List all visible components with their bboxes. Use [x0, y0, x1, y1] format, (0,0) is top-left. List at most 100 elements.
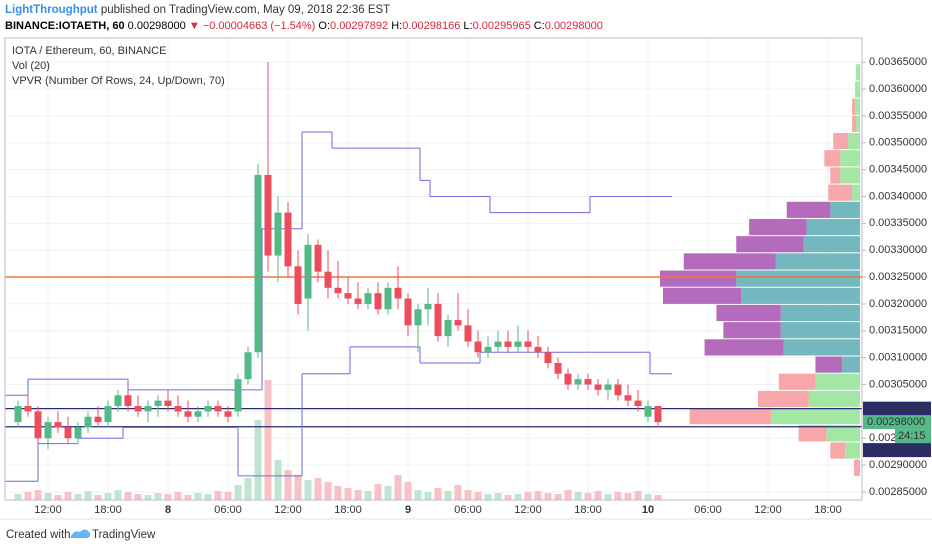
vpvr-down [852, 115, 857, 133]
candle-body [444, 320, 452, 337]
volume-bar [154, 493, 162, 500]
x-tick-label: 10 [642, 504, 654, 516]
candle-body [44, 422, 52, 439]
candle-body [34, 411, 42, 439]
vpvr-down [660, 270, 737, 287]
volume-bar [594, 491, 602, 500]
author[interactable]: LightThroughput [5, 4, 98, 16]
x-tick-label: 06:00 [214, 504, 242, 516]
candle-body [224, 411, 232, 417]
countdown-bg [895, 429, 931, 444]
volume-bar [214, 491, 222, 500]
legend-item: IOTA / Ethereum, 60, BINANCE [12, 45, 166, 57]
vpvr-down [704, 339, 784, 356]
volume-bar [384, 486, 392, 500]
candle-body [584, 379, 592, 385]
vpvr-down [749, 218, 807, 236]
x-tick-label: 8 [165, 504, 171, 516]
candle-body [144, 405, 152, 412]
vpvr-up [855, 98, 860, 115]
vpvr-down [778, 373, 816, 390]
volume-bar [394, 475, 402, 500]
candle-body [404, 298, 412, 326]
candle-body [544, 352, 552, 364]
candle-body [654, 405, 662, 423]
candle-body [354, 298, 362, 304]
y-tick-label: 0.00310000 [869, 352, 927, 364]
candle-body [304, 244, 312, 299]
price: 0.00298000 [128, 20, 186, 32]
candle-body [154, 400, 162, 406]
x-tick-label: 18:00 [94, 504, 122, 516]
candle-body [614, 384, 622, 396]
ohlc-key: L: [463, 20, 472, 32]
vpvr-up [830, 201, 860, 218]
vpvr-up [780, 322, 860, 339]
volume-bar [164, 494, 172, 500]
candle-body [274, 212, 282, 256]
y-tick-label: 0.00325000 [869, 271, 927, 283]
candle-body [174, 405, 182, 412]
candle-body [574, 379, 582, 385]
candle-body [424, 303, 432, 310]
vpvr-up [840, 150, 860, 167]
volume-bar [174, 492, 182, 500]
candle-body [594, 384, 602, 390]
vpvr-down [854, 459, 860, 476]
vpvr-down [815, 356, 843, 373]
x-tick-label: 12:00 [274, 504, 302, 516]
vpvr-up [783, 339, 860, 356]
volume-bar [114, 490, 122, 500]
vpvr-down [786, 201, 831, 218]
candle-body [184, 411, 192, 417]
y-tick-label: 0.00315000 [869, 325, 927, 337]
footer-brand[interactable]: TradingView [92, 529, 156, 541]
volume-bar [304, 480, 312, 500]
volume-bar [584, 493, 592, 500]
vpvr-down [758, 390, 809, 408]
candle-body [604, 384, 612, 390]
volume-bar [614, 492, 622, 500]
candle-body [484, 346, 492, 353]
volume-bar [464, 490, 472, 500]
vpvr-up [808, 390, 860, 408]
candle-body [244, 352, 252, 380]
plot-area [5, 38, 862, 500]
volume-bar [514, 494, 522, 500]
vpvr-down [689, 408, 771, 425]
volume-bar [404, 482, 412, 500]
candle-body [234, 379, 242, 412]
ohlc-key: O: [318, 20, 330, 32]
volume-bar [504, 495, 512, 500]
vpvr-down [716, 304, 781, 322]
x-tick-label: 18:00 [334, 504, 362, 516]
volume-bar [484, 494, 492, 500]
candle-body [364, 293, 372, 304]
candle-body [264, 174, 272, 256]
candle-body [24, 405, 32, 412]
volume-bar [344, 488, 352, 500]
y-tick-label: 0.00335000 [869, 217, 927, 229]
candle-body [474, 341, 482, 353]
volume-bar [54, 495, 62, 500]
ohlc-value: 0.00297892 [330, 20, 388, 32]
volume-bar [284, 470, 292, 500]
candle-body [254, 174, 262, 353]
vpvr-up [840, 167, 860, 184]
vpvr-up [780, 304, 860, 322]
volume-bar [274, 460, 282, 500]
candle-body [644, 405, 652, 417]
vpvr-down [828, 184, 853, 201]
candle-body [284, 212, 292, 267]
volume-bar [494, 493, 502, 500]
candle-body [454, 320, 462, 326]
volume-bar [634, 491, 642, 500]
vpvr-up [856, 115, 860, 133]
candle-body [324, 271, 332, 288]
volume-bar [574, 492, 582, 500]
y-tick-label: 0.00320000 [869, 298, 927, 310]
vpvr-down [830, 442, 846, 459]
last-price-label: 0.00298000 [867, 416, 925, 428]
vpvr-down [683, 253, 776, 270]
countdown: 24:15 [898, 430, 926, 442]
